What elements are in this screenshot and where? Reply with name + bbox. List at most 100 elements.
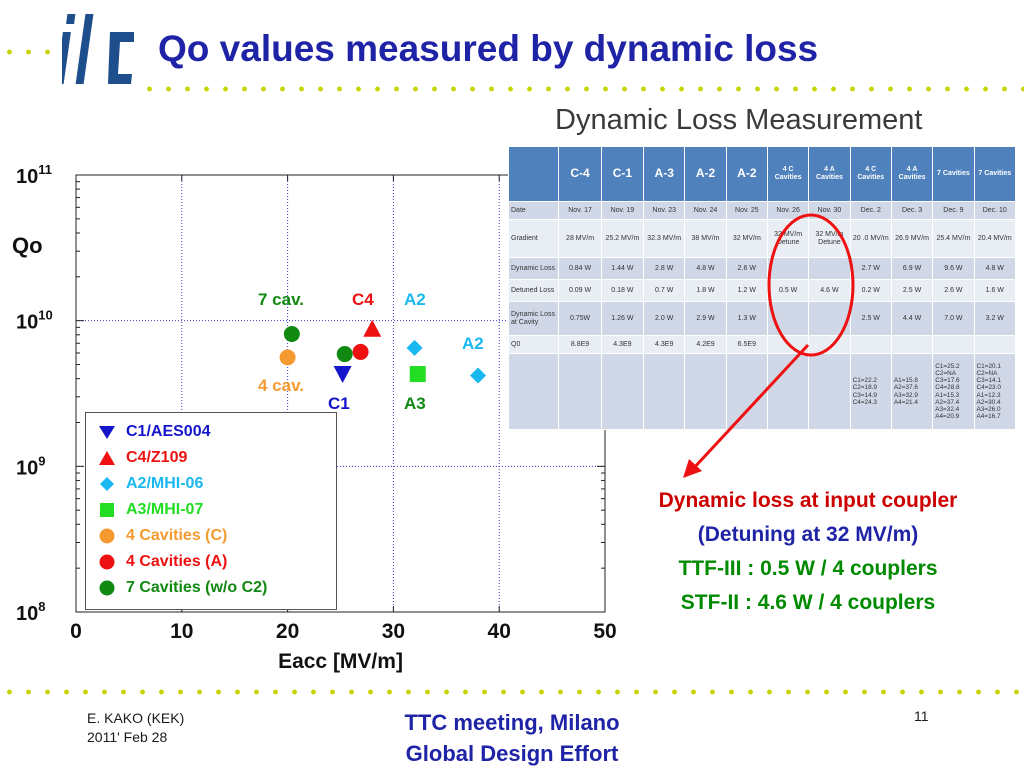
row-label: [507, 353, 560, 430]
legend-label: C1/AES004: [126, 423, 211, 440]
table-cell: Nov. 17: [558, 201, 602, 220]
data-point: [409, 366, 426, 383]
row-label: Dynamic Loss at Cavity: [507, 301, 560, 336]
annotation-a2-upper: A2: [404, 290, 426, 309]
table-cell: 2.5 W: [849, 301, 892, 336]
table-row: Dynamic Loss 0.84 W 1.44 W 2.8 W 4.8 W 2…: [507, 257, 1017, 280]
table-cell: 2.6 W: [932, 279, 975, 302]
table-header-cell: A-3: [643, 146, 686, 202]
note-line-2: (Detuning at 32 MV/m): [697, 523, 919, 546]
data-point: [406, 339, 423, 356]
table-cell: 26.9 MV/m: [890, 219, 934, 258]
triangle-down-marker-icon: [99, 426, 115, 439]
legend-label: A2/MHI-06: [126, 475, 204, 492]
table-cell: 1.26 W: [600, 301, 645, 336]
legend-item: 7 Cavities (w/o C2): [98, 577, 267, 599]
table-header-row: C-4 C-1 A-3 A-2 A-2 4 C Cavities 4 A Cav…: [507, 146, 1017, 202]
table-cell: 4.3E9: [600, 335, 645, 354]
data-point: [333, 366, 352, 384]
y-tick-label: 1011: [16, 162, 52, 188]
legend-label: 7 Cavities (w/o C2): [126, 579, 268, 596]
y-tick-label: 109: [16, 453, 45, 479]
table-title: Dynamic Loss Measurement: [555, 104, 923, 136]
legend-item: 4 Cavities (C): [98, 525, 227, 547]
table-cell: Dec. 10: [973, 201, 1017, 220]
table-header-cell: 4 A Cavities: [890, 146, 934, 202]
legend-label: 4 Cavities (A): [126, 553, 228, 570]
table-cell: 1.3 W: [725, 301, 768, 336]
table-cell: 2.9 W: [684, 301, 727, 336]
row-label: Q0: [507, 335, 560, 354]
circle-marker-icon: [99, 554, 115, 570]
table-cell: Dec. 3: [890, 201, 934, 220]
pointer-arrowhead-icon: [683, 459, 702, 478]
bottom-dot-band: [0, 689, 1024, 695]
annotation-7cav: 7 cav.: [258, 290, 305, 309]
table-cell: Dec. 9: [932, 201, 975, 220]
table-cell: 38 MV/m: [684, 219, 727, 258]
square-marker-icon: [100, 503, 114, 517]
data-point: [279, 349, 296, 366]
legend-label: 4 Cavities (C): [126, 527, 228, 544]
table-cell: 4.4 W: [890, 301, 934, 336]
table-cell: [932, 335, 975, 354]
table-cell: 0.7 W: [643, 279, 686, 302]
table-cell: 2.6 W: [725, 257, 768, 280]
table-cell: [600, 353, 645, 430]
table-cell: Nov. 23: [643, 201, 686, 220]
legend-label: C4/Z109: [126, 449, 188, 466]
table-cell: 3.2 W: [973, 301, 1017, 336]
chart-legend: C1/AES004 C4/Z109 A2/MHI-06 A3/MHI-07 4 …: [85, 412, 337, 610]
table-cell: A1=15.8 A2=37.6 A3=32.9 A4=21.4: [890, 353, 934, 430]
footer-organization: Global Design Effort: [405, 741, 619, 766]
circle-marker-icon: [99, 528, 115, 544]
table-cell: 28 MV/m: [558, 219, 602, 258]
y-axis-label: Qo: [12, 233, 43, 258]
table-cell: C1=22.2 C2=18.9 C3=14.9 C4=24.3: [849, 353, 892, 430]
note-line-1: Dynamic loss at input coupler: [658, 489, 958, 512]
legend-item: A2/MHI-06: [98, 473, 203, 495]
row-label: Date: [507, 201, 560, 220]
table-cell: 8.8E9: [558, 335, 602, 354]
data-point: [352, 343, 369, 360]
table-cell: C1=25.2 C2=NA C3=17.6 C4=28.8 A1=15.3 A2…: [932, 353, 975, 430]
table-cell: 20.4 MV/m: [973, 219, 1017, 258]
footer-meeting: TTC meeting, Milano: [404, 710, 620, 735]
table-cell: [643, 353, 686, 430]
table-cell: 25.2 MV/m: [600, 219, 645, 258]
x-tick-label: 10: [170, 620, 193, 643]
table-cell: 32.3 MV/m: [643, 219, 686, 258]
legend-label: A3/MHI-07: [126, 501, 204, 518]
table-header-cell: A-2: [725, 146, 768, 202]
x-tick-label: 0: [70, 620, 82, 643]
table-header-cell: C-4: [558, 146, 602, 202]
y-tick-label: 108: [16, 599, 45, 625]
table-cell: Nov. 26: [766, 201, 810, 220]
table-cell: [849, 335, 892, 354]
pointer-arrow-line: [690, 343, 810, 472]
row-label: Dynamic Loss: [507, 257, 560, 280]
legend-item: C4/Z109: [98, 447, 187, 469]
table-row: Dynamic Loss at Cavity 0.75W 1.26 W 2.0 …: [507, 301, 1017, 336]
diamond-marker-icon: [100, 477, 114, 491]
table-cell: 2.0 W: [643, 301, 686, 336]
table-row: Detuned Loss 0.09 W 0.18 W 0.7 W 1.8 W 1…: [507, 279, 1017, 302]
table-cell: 0.18 W: [600, 279, 645, 302]
table-cell: 4.8 W: [973, 257, 1017, 280]
table-header-cell: 4 C Cavities: [849, 146, 892, 202]
table-header-cell: A-2: [684, 146, 727, 202]
annotation-a2-right: A2: [462, 334, 484, 353]
legend-item: A3/MHI-07: [98, 499, 203, 521]
footer-author: E. KAKO (KEK): [87, 710, 185, 726]
table-cell: 25.4 MV/m: [932, 219, 975, 258]
table-cell: 9.6 W: [932, 257, 975, 280]
table-cell: Nov. 25: [725, 201, 768, 220]
x-tick-label: 30: [382, 620, 405, 643]
data-point: [363, 319, 382, 337]
table-cell: [558, 353, 602, 430]
table-cell: 32 MV/m: [725, 219, 768, 258]
highlight-overlay: [683, 213, 855, 478]
table-cell: 4.2E9: [684, 335, 727, 354]
table-header-cell: 7 Cavities: [932, 146, 975, 202]
slide-title: Qo values measured by dynamic loss: [158, 28, 819, 69]
